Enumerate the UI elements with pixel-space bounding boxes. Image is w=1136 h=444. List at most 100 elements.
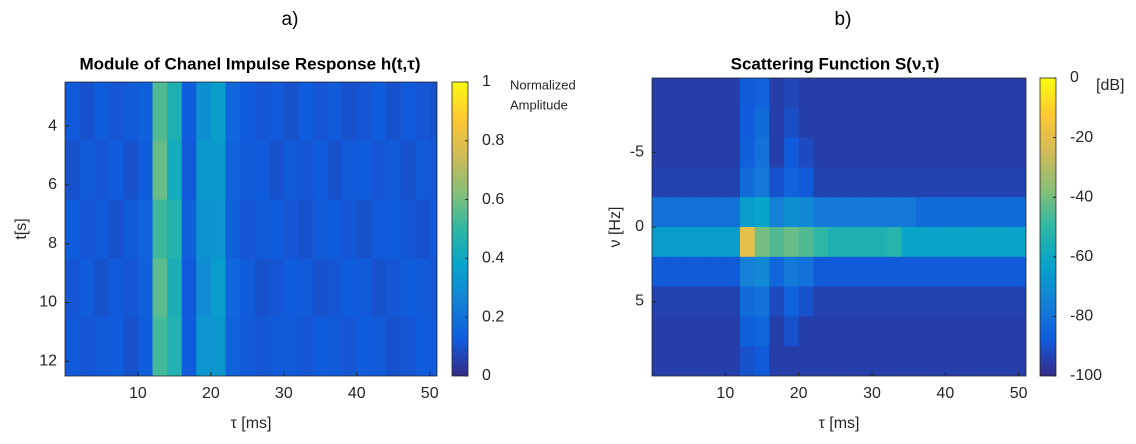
heatmap-cell xyxy=(696,107,712,139)
heatmap-cell xyxy=(798,286,814,317)
heatmap-cell xyxy=(901,137,917,168)
heatmap-cell xyxy=(725,316,741,347)
heatmap-cell xyxy=(989,286,1005,317)
heatmap-cell xyxy=(313,82,329,142)
heatmap-cell xyxy=(769,137,785,168)
heatmap-cell xyxy=(886,197,902,228)
heatmap-cell xyxy=(842,78,858,109)
heatmap-cell xyxy=(1004,346,1020,376)
heatmap-cell xyxy=(916,78,932,109)
heatmap-cell xyxy=(974,167,990,198)
heatmap-cell xyxy=(1004,256,1020,288)
heatmap-cell xyxy=(710,167,726,198)
colorbar-tick-label: 0.6 xyxy=(482,191,504,208)
heatmap-cell xyxy=(696,197,712,228)
heatmap-cell xyxy=(681,227,697,258)
heatmap-cell xyxy=(886,107,902,139)
heatmap-cell xyxy=(740,256,756,288)
heatmap-cell xyxy=(901,227,917,258)
heatmap-cell xyxy=(784,286,800,317)
heatmap-cell xyxy=(298,258,314,318)
heatmap-cell xyxy=(886,286,902,317)
heatmap-cell xyxy=(652,346,668,376)
heatmap-cell xyxy=(754,107,770,139)
heatmap-cell xyxy=(798,137,814,168)
heatmap-cell xyxy=(740,137,756,168)
heatmap-cell xyxy=(960,316,976,347)
heatmap-cell xyxy=(857,256,873,288)
heatmap-cell xyxy=(65,140,81,201)
heatmap-cell xyxy=(137,199,154,259)
heatmap-cell xyxy=(652,107,668,139)
heatmap-cell xyxy=(313,140,329,201)
heatmap-cell xyxy=(269,140,285,201)
heatmap-cell xyxy=(784,197,800,228)
heatmap-cell xyxy=(240,82,256,142)
heatmap-cell xyxy=(754,316,770,347)
heatmap-cell xyxy=(740,286,756,317)
heatmap-cell xyxy=(400,317,416,376)
heatmap-cell xyxy=(196,82,212,142)
heatmap-cell xyxy=(108,140,124,201)
x-tick-label: 40 xyxy=(936,385,954,402)
heatmap-cell xyxy=(254,199,270,259)
heatmap-cell xyxy=(1018,197,1026,228)
heatmap xyxy=(652,78,1026,376)
heatmap-cell xyxy=(872,346,888,376)
heatmap-cell xyxy=(989,78,1005,109)
heatmap-cell xyxy=(901,256,917,288)
heatmap-cell xyxy=(916,316,932,347)
heatmap-cell xyxy=(371,199,387,259)
heatmap-cell xyxy=(857,107,873,139)
heatmap-cell xyxy=(681,197,697,228)
heatmap-cell xyxy=(930,346,946,376)
heatmap-cell xyxy=(872,286,888,317)
heatmap-cell xyxy=(916,256,932,288)
heatmap-cell xyxy=(269,317,285,376)
heatmap-cell xyxy=(989,137,1005,168)
y-tick-label: 6 xyxy=(48,176,57,193)
heatmap-cell xyxy=(945,256,961,288)
heatmap-cell xyxy=(754,256,770,288)
heatmap-cell xyxy=(1004,137,1020,168)
heatmap-cell xyxy=(945,167,961,198)
heatmap-cell xyxy=(916,227,932,258)
heatmap-cell xyxy=(196,258,212,318)
heatmap-cell xyxy=(681,316,697,347)
colorbar-tick-label: 0 xyxy=(1070,69,1079,86)
heatmap-cell xyxy=(196,140,212,201)
heatmap-cell xyxy=(356,199,372,259)
heatmap-cell xyxy=(945,316,961,347)
heatmap-cell xyxy=(94,140,110,201)
heatmap-cell xyxy=(666,286,682,317)
heatmap-cell xyxy=(872,316,888,347)
heatmap-cell xyxy=(813,167,829,198)
heatmap-cell xyxy=(385,199,402,259)
x-tick-label: 10 xyxy=(129,385,147,402)
heatmap-cell xyxy=(930,107,946,139)
y-tick-label: 5 xyxy=(635,293,644,310)
heatmap-cell xyxy=(930,197,946,228)
heatmap-cell xyxy=(784,227,800,258)
plot-title: Module of Chanel Impulse Response h(t,τ) xyxy=(80,54,421,73)
heatmap-cell xyxy=(283,140,299,201)
heatmap-cell xyxy=(65,199,81,259)
heatmap-cell xyxy=(181,317,197,376)
heatmap-cell xyxy=(696,256,712,288)
heatmap-cell xyxy=(327,82,343,142)
heatmap-cell xyxy=(960,78,976,109)
heatmap-cell xyxy=(1018,107,1026,139)
heatmap-cell xyxy=(754,197,770,228)
heatmap-cell xyxy=(813,137,829,168)
heatmap xyxy=(65,82,437,376)
heatmap-cell xyxy=(813,78,829,109)
x-tick-label: 20 xyxy=(202,385,220,402)
colorbar-label: Amplitude xyxy=(510,97,568,112)
heatmap-cell xyxy=(974,316,990,347)
heatmap-cell xyxy=(960,167,976,198)
colorbar-tick-label: -20 xyxy=(1070,129,1093,146)
heatmap-cell xyxy=(415,258,431,318)
heatmap-cell xyxy=(1004,316,1020,347)
heatmap-cell xyxy=(385,258,402,318)
heatmap-cell xyxy=(342,140,358,201)
